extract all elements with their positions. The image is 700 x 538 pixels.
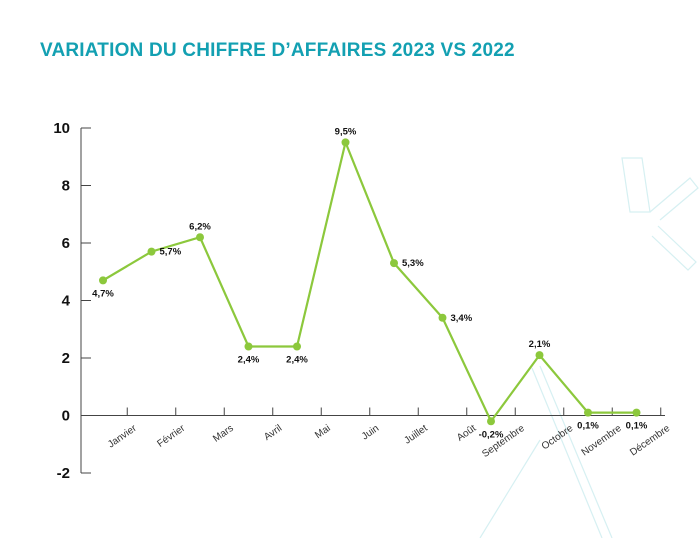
data-point <box>535 351 544 360</box>
data-label: 3,4% <box>451 313 473 324</box>
data-point <box>390 259 398 268</box>
data-point <box>99 276 107 285</box>
x-tick-label: Mars <box>211 423 236 445</box>
data-point <box>293 342 301 351</box>
y-tick-label: 10 <box>53 120 70 137</box>
data-point <box>487 417 495 426</box>
data-point <box>147 247 156 256</box>
data-label: 5,3% <box>402 258 424 269</box>
series-polyline <box>102 138 637 424</box>
y-tick-label: 0 <box>62 408 70 425</box>
data-label: 2,1% <box>529 339 551 350</box>
x-tick-label: Février <box>155 423 187 450</box>
y-axis: -2 0 2 4 6 8 10 <box>53 120 91 482</box>
y-tick-label: 8 <box>62 178 70 195</box>
data-points <box>99 138 641 426</box>
data-point <box>341 138 350 147</box>
x-axis: Janvier Février Mars Avril Mai Juin Juillet Aoû… <box>81 407 673 460</box>
data-label: -0,2% <box>479 429 504 440</box>
data-label: 6,2% <box>189 221 211 232</box>
x-tick-label: Mai <box>313 423 333 441</box>
y-tick-label: 6 <box>62 235 70 252</box>
data-label: 4,7% <box>92 288 114 299</box>
x-tick-label: Juillet <box>402 423 429 447</box>
data-label: 0,1% <box>577 421 599 432</box>
data-point <box>632 408 641 417</box>
chart-title: VARIATION DU CHIFFRE D’AFFAIRES 2023 VS … <box>40 40 515 61</box>
data-point <box>584 408 592 417</box>
data-label: 2,4% <box>238 355 260 366</box>
x-tick-label: Juin <box>360 423 381 443</box>
data-labels: 4,7% 5,7% 6,2% 2,4% 2,4% 9,5% 5,3% 3,4% -0,2% 2,1… <box>92 126 648 440</box>
series-line <box>102 138 637 424</box>
watermark-logo <box>479 157 699 538</box>
data-point <box>438 313 447 322</box>
x-tick-label: Janvier <box>106 423 139 451</box>
data-label: 2,4% <box>286 355 308 366</box>
y-tick-label: 2 <box>62 350 70 367</box>
data-point <box>244 342 253 351</box>
y-tick-label: -2 <box>57 465 70 482</box>
data-label: 5,7% <box>160 247 182 258</box>
x-tick-label: Avril <box>262 423 284 443</box>
data-label: 0,1% <box>626 421 648 432</box>
data-label: 9,5% <box>335 126 357 137</box>
data-point <box>196 233 204 242</box>
y-tick-label: 4 <box>62 293 71 310</box>
x-tick-label: Août <box>455 423 478 444</box>
